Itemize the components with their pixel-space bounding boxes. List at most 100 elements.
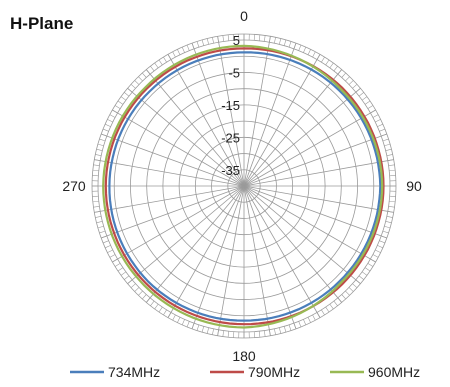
grid-spoke xyxy=(127,87,245,187)
minor-tick xyxy=(212,37,214,44)
minor-tick xyxy=(114,263,121,267)
minor-tick xyxy=(154,303,159,310)
minor-tick xyxy=(99,138,106,142)
minor-tick xyxy=(201,39,205,46)
chart-title: H-Plane xyxy=(10,14,74,33)
minor-tick xyxy=(102,128,109,132)
minor-tick xyxy=(109,254,116,258)
minor-tick xyxy=(117,100,124,105)
minor-tick xyxy=(134,80,140,85)
grid-spoke xyxy=(243,36,271,187)
minor-tick xyxy=(158,306,163,313)
minor-tick xyxy=(93,206,100,208)
minor-tick xyxy=(333,66,338,72)
minor-tick xyxy=(364,100,371,105)
minor-tick xyxy=(101,133,107,137)
grid-spoke xyxy=(243,87,361,187)
minor-tick xyxy=(298,321,302,328)
minor-tick xyxy=(258,331,261,338)
minor-tick xyxy=(142,72,147,78)
minor-tick xyxy=(172,314,176,321)
minor-tick xyxy=(379,128,386,132)
minor-tick xyxy=(279,38,282,45)
minor-tick xyxy=(222,35,224,42)
minor-tick xyxy=(114,105,121,109)
minor-tick xyxy=(355,279,361,284)
minor-tick xyxy=(201,326,205,333)
minor-tick xyxy=(146,297,151,303)
minor-tick xyxy=(316,54,321,60)
grid-spoke xyxy=(243,185,387,239)
minor-tick xyxy=(97,225,104,229)
grid-spoke xyxy=(101,185,245,239)
minor-tick xyxy=(381,133,387,137)
minor-tick xyxy=(217,36,219,43)
minor-tick xyxy=(377,245,383,249)
minor-tick xyxy=(120,271,127,276)
minor-tick xyxy=(274,37,276,44)
minor-tick xyxy=(134,287,140,292)
minor-tick xyxy=(181,47,185,53)
minor-tick xyxy=(293,43,297,49)
minor-tick xyxy=(117,267,124,272)
minor-tick xyxy=(361,96,368,101)
minor-tick xyxy=(196,324,200,331)
angle-label: 0 xyxy=(240,8,248,24)
minor-tick xyxy=(95,216,102,218)
minor-tick xyxy=(386,154,393,156)
series-line xyxy=(102,44,384,329)
grid-spoke xyxy=(243,133,387,187)
minor-tick xyxy=(105,245,111,249)
minor-tick xyxy=(124,275,130,280)
legend-label: 960MHz xyxy=(368,364,420,380)
minor-tick xyxy=(101,235,107,239)
minor-tick xyxy=(269,329,271,336)
minor-tick xyxy=(288,324,292,331)
minor-tick xyxy=(279,327,282,334)
minor-tick xyxy=(186,44,190,51)
minor-tick xyxy=(107,249,113,253)
minor-tick xyxy=(92,200,99,203)
minor-tick xyxy=(97,143,104,147)
grid-spoke xyxy=(94,185,245,213)
minor-tick xyxy=(387,159,394,161)
grid-spoke xyxy=(243,185,394,213)
minor-tick xyxy=(105,123,111,127)
minor-tick xyxy=(146,69,151,75)
minor-tick xyxy=(325,59,330,66)
grid-spoke xyxy=(191,43,245,187)
grid-spoke xyxy=(243,54,321,187)
minor-tick xyxy=(99,230,106,234)
minor-tick xyxy=(293,323,297,329)
grid-spoke xyxy=(217,185,245,336)
minor-tick xyxy=(333,300,338,306)
grid-spoke xyxy=(112,185,245,263)
minor-tick xyxy=(142,294,147,300)
legend-label: 790MHz xyxy=(248,364,300,380)
minor-tick xyxy=(130,84,136,89)
minor-tick xyxy=(227,331,230,338)
minor-tick xyxy=(127,279,133,284)
grid-spoke xyxy=(167,54,245,187)
minor-tick xyxy=(375,119,381,123)
minor-tick xyxy=(389,200,396,203)
grid-spoke xyxy=(145,185,245,303)
minor-tick xyxy=(181,319,185,325)
minor-tick xyxy=(384,143,391,147)
minor-tick xyxy=(186,321,190,328)
minor-tick xyxy=(367,105,374,109)
series-line xyxy=(104,47,385,326)
minor-tick xyxy=(120,96,127,101)
radial-tick-label: 5 xyxy=(233,33,240,48)
minor-tick xyxy=(274,328,276,335)
minor-tick xyxy=(112,109,118,114)
minor-tick xyxy=(258,34,261,41)
minor-tick xyxy=(163,56,167,63)
series-line xyxy=(108,51,382,322)
minor-tick xyxy=(372,114,379,118)
minor-tick xyxy=(382,230,389,234)
grid-spoke xyxy=(243,69,343,187)
minor-tick xyxy=(112,258,118,263)
minor-tick xyxy=(325,306,330,313)
